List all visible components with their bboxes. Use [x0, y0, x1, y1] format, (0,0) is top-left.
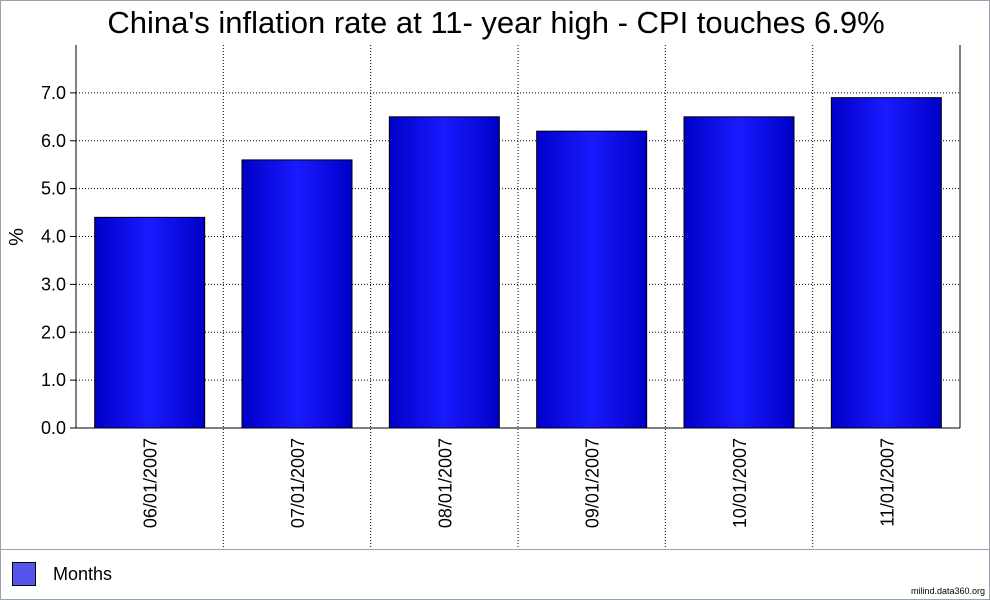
legend-label: Months	[53, 564, 113, 584]
y-tick-label: 0.0	[41, 418, 66, 438]
bar-08-01-2007	[388, 116, 500, 429]
x-tick-label: 10/01/2007	[730, 438, 750, 528]
y-tick-label: 1.0	[41, 370, 66, 390]
bar-09-01-2007	[536, 130, 648, 429]
x-tick-label: 06/01/2007	[141, 438, 161, 528]
y-tick-label: 3.0	[41, 274, 66, 294]
bar-11-01-2007	[830, 97, 942, 429]
chart-title: China's inflation rate at 11- year high …	[107, 5, 885, 40]
legend-swatch	[12, 562, 36, 586]
bar-10-01-2007	[683, 116, 795, 429]
credit-text: milind.data360.org	[910, 586, 985, 596]
chart-plot: 0.0 1.0 2.0 3.0 4.0 5.0 6.0 7.0 06/01/2007 07/01/…	[6, 45, 961, 547]
x-tick-label: 09/01/2007	[583, 438, 603, 528]
y-tick-label: 7.0	[41, 83, 66, 103]
legend-divider	[1, 549, 989, 550]
y-tick-label: 2.0	[41, 322, 66, 342]
x-tick-label: 11/01/2007	[877, 438, 897, 527]
bar-07-01-2007	[241, 159, 353, 429]
y-axis-label: %	[6, 228, 28, 246]
bar-06-01-2007	[94, 216, 206, 429]
y-tick-label: 4.0	[41, 227, 66, 247]
y-tick-label: 6.0	[41, 131, 66, 151]
y-tick-label: 5.0	[41, 179, 66, 199]
x-tick-label: 08/01/2007	[435, 438, 455, 528]
x-tick-label: 07/01/2007	[288, 438, 308, 528]
